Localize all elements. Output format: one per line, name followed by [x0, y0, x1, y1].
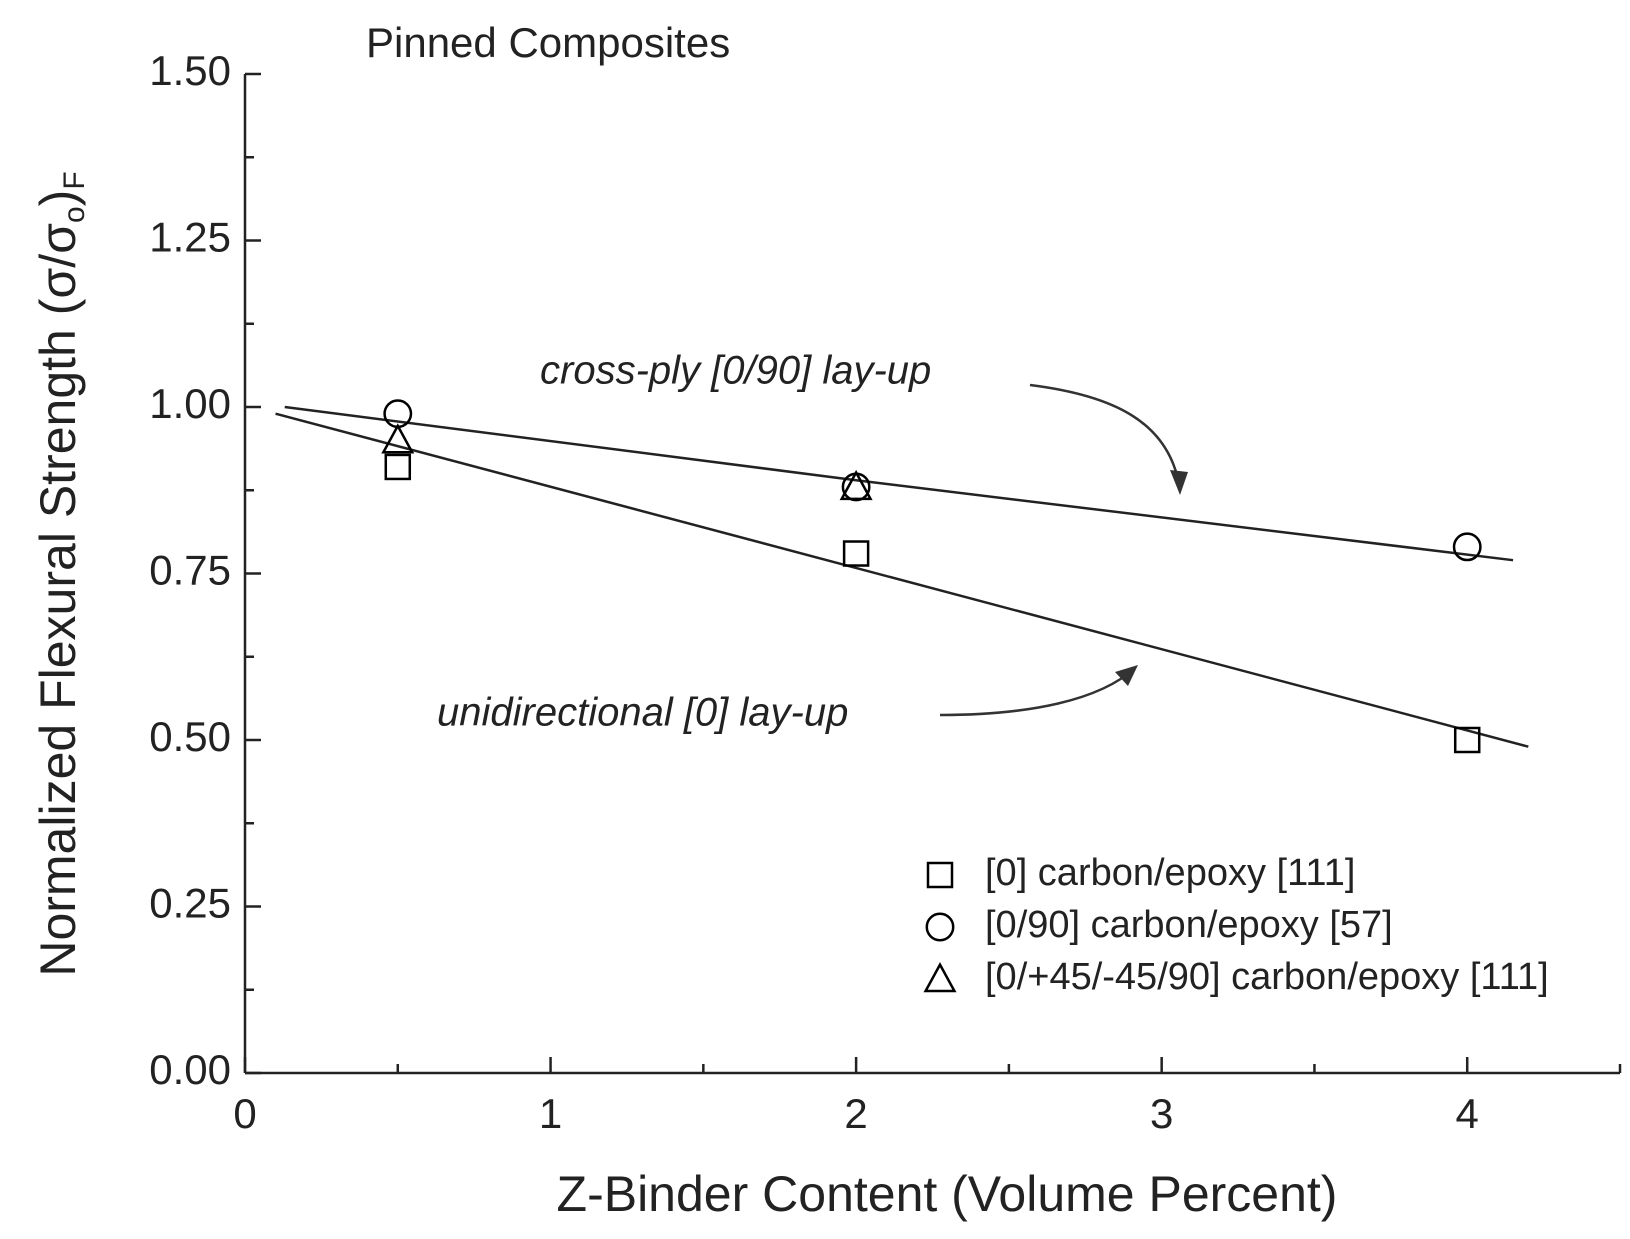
annotation-arrow	[939, 667, 1136, 717]
annotation: cross-ply [0/90] lay-up	[540, 349, 931, 393]
x-axis-title: Z-Binder Content (Volume Percent)	[557, 1166, 1338, 1222]
legend-marker	[925, 912, 955, 942]
arrow-head	[1115, 665, 1138, 686]
y-tick-label: 1.50	[149, 47, 231, 94]
x-tick-label: 1	[539, 1090, 562, 1137]
x-tick-label: 4	[1456, 1090, 1479, 1137]
fit-line	[284, 405, 1514, 562]
y-tick-label: 0.25	[149, 880, 231, 927]
x-tick-label: 2	[844, 1090, 867, 1137]
y-title-part: Normalized Flexural Strength (σ/σ	[30, 223, 86, 977]
y-axis-title: Normalized Flexural Strength (σ/σo)F	[30, 171, 91, 976]
y-tick-label: 0.50	[149, 713, 231, 760]
legend-label: [0] carbon/epoxy [111]	[985, 852, 1355, 894]
arrow-head	[1170, 470, 1188, 495]
y-tick-label: 1.25	[149, 214, 231, 261]
legend-marker	[926, 861, 954, 889]
marker-triangle	[381, 423, 415, 454]
fit-line	[275, 412, 1529, 748]
legend-label: [0/90] carbon/epoxy [57]	[985, 904, 1393, 946]
marker-square	[384, 453, 412, 481]
marker-triangle	[839, 469, 873, 501]
legend-marker	[923, 961, 957, 993]
y-tick-label: 1.00	[149, 380, 231, 427]
y-title-sub: o	[58, 206, 91, 223]
marker-square	[842, 540, 870, 567]
marker-circle	[383, 399, 413, 429]
y-tick-label: 0.00	[149, 1046, 231, 1093]
y-tick-label: 0.75	[149, 547, 231, 594]
y-title-part: )	[30, 190, 86, 207]
chart-title: Pinned Composites	[366, 19, 730, 66]
marker-square	[1453, 726, 1481, 754]
y-title-sub: F	[58, 171, 91, 189]
legend-label: [0/+45/-45/90] carbon/epoxy [111]	[985, 956, 1549, 998]
marker-circle	[1452, 532, 1482, 562]
x-tick-label: 0	[233, 1090, 256, 1137]
annotation: unidirectional [0] lay-up	[437, 691, 848, 735]
annotation-arrow	[1029, 383, 1182, 491]
x-tick-label: 3	[1150, 1090, 1173, 1137]
